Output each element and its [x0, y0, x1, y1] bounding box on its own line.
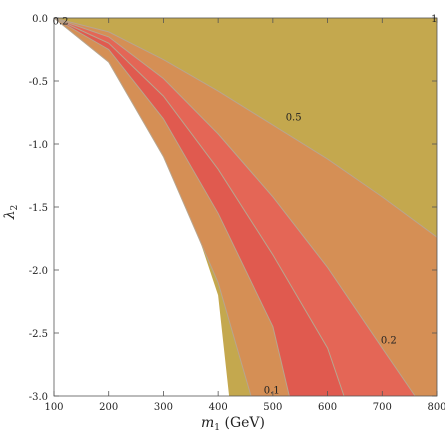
- x-tick-label: 800: [427, 402, 445, 413]
- x-tick-label: 300: [154, 402, 173, 413]
- contour-line-band-4: [53, 17, 416, 397]
- contour-line-band-5: [53, 17, 438, 238]
- axis-ticks: 100 200 300 400 500 600 700 800 0.0 -0.5 -1.0 -1.5 -…: [29, 14, 445, 413]
- contour-label: 0.5: [286, 112, 302, 123]
- y-tick-label: -2.5: [29, 329, 48, 340]
- contour-line-band-2: [53, 17, 290, 397]
- y-tick-label: -1.5: [29, 203, 48, 214]
- contour-label: 0.2: [53, 17, 69, 28]
- y-tick-label: -2.0: [29, 266, 48, 277]
- contour-label: 1: [431, 14, 437, 25]
- y-tick-label: 0.0: [32, 14, 48, 25]
- contour-label: 0.1: [264, 386, 280, 397]
- x-tick-label: 500: [263, 402, 282, 413]
- x-tick-label: 100: [44, 402, 63, 413]
- x-axis-title: m1 (GeV): [201, 415, 265, 433]
- contour-label: 0.2: [381, 335, 397, 346]
- contour-regions: [53, 17, 438, 397]
- x-tick-label: 700: [373, 402, 392, 413]
- contour-line-band-1: [53, 17, 252, 397]
- contour-labels: 1 0.2 0.5 0.2 0.1: [53, 14, 438, 397]
- y-axis-title: λ2: [2, 205, 20, 221]
- x-tick-label: 400: [209, 402, 228, 413]
- x-tick-label: 600: [318, 402, 337, 413]
- x-tick-label: 200: [99, 402, 118, 413]
- y-tick-label: -0.5: [29, 77, 48, 88]
- y-tick-label: -1.0: [29, 140, 48, 151]
- contour-line-band-3: [53, 17, 345, 397]
- y-tick-label: -3.0: [29, 392, 48, 403]
- region-band-c: [54, 18, 344, 396]
